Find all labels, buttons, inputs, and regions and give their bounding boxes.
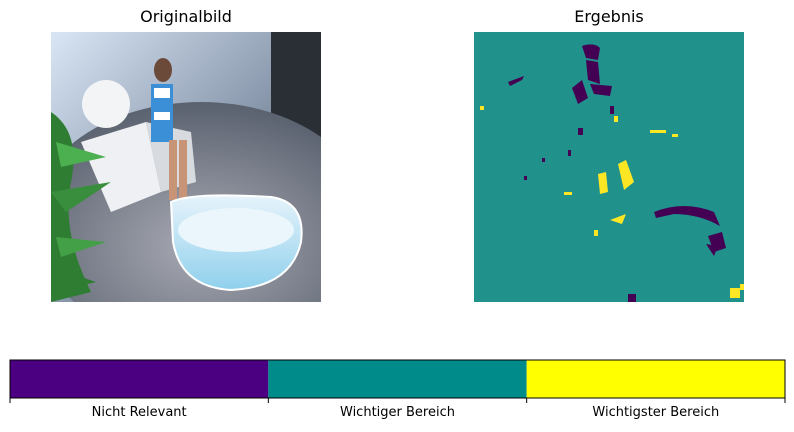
panel-title-original: Originalbild [140, 7, 232, 26]
region-wichtigster-bereich [480, 106, 744, 298]
original-image [51, 32, 321, 302]
colorbar-label: Wichtiger Bereich [340, 405, 455, 420]
colorbar-label: Wichtigster Bereich [592, 405, 720, 420]
colorbar-block-1 [10, 360, 269, 398]
region-nicht-relevant [508, 44, 726, 302]
colorbar-label: Nicht Relevant [91, 405, 187, 420]
panel-title-result: Ergebnis [574, 7, 644, 26]
colorbar-block-3 [526, 360, 785, 398]
colorbar [9, 359, 786, 403]
colorbar-block-2 [268, 360, 527, 398]
heatmap-background [474, 32, 744, 302]
result-heatmap [474, 32, 744, 302]
